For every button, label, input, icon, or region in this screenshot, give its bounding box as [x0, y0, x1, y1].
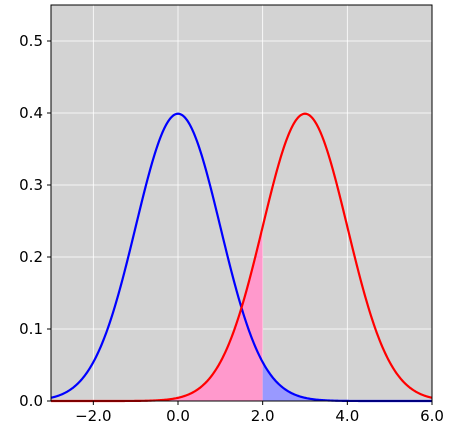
x-tick-label: −2.0: [75, 407, 111, 425]
x-axis: −2.0 0.0 2.0 4.0 6.0: [75, 401, 444, 425]
y-tick-label: 0.2: [19, 248, 43, 266]
y-tick-label: 0.3: [19, 176, 43, 194]
shaded-region-2: [262, 362, 432, 401]
x-tick-label: 2.0: [251, 407, 275, 425]
plot-frame: [50, 4, 433, 402]
y-tick-label: 0.5: [19, 32, 43, 50]
shaded-region-1: [51, 226, 263, 401]
y-tick-label: 0.0: [19, 392, 43, 410]
y-tick-label: 0.4: [19, 104, 43, 122]
x-tick-label: 0.0: [166, 407, 190, 425]
y-axis: 0.0 0.1 0.2 0.3 0.4 0.5: [19, 32, 51, 410]
y-tick-label: 0.1: [19, 320, 43, 338]
grid: [51, 5, 433, 402]
shaded-regions: [51, 226, 432, 401]
x-tick-label: 4.0: [335, 407, 359, 425]
x-tick-label: 6.0: [420, 407, 444, 425]
